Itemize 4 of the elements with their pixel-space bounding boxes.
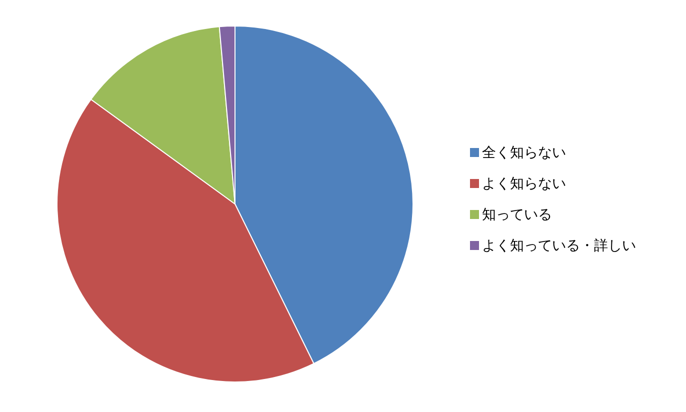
legend-label: よく知っている・詳しい bbox=[482, 238, 636, 254]
legend-label: 全く知らない bbox=[482, 145, 566, 161]
legend-label: 知っている bbox=[482, 207, 552, 223]
legend-label: よく知らない bbox=[482, 176, 566, 192]
